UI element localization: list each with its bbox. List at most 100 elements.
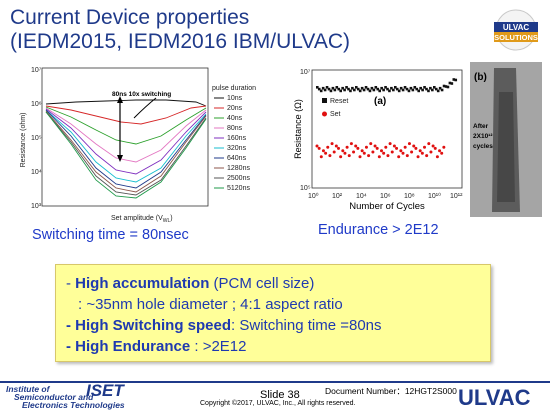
chart1-x-label: Set amplitude (VWL) <box>111 215 173 224</box>
set-point <box>414 146 418 150</box>
copyright: Copyright ©2017, ULVAC, Inc., All rights… <box>200 400 356 407</box>
legend-label-1280ns: 1280ns <box>227 165 250 172</box>
reset-point <box>351 86 354 90</box>
curve-1280ns <box>45 110 207 193</box>
iset-big-text: ISET <box>86 381 124 400</box>
chart1-legend: 10ns 20ns 40ns 80ns 160ns 320ns 640ns 12… <box>214 95 250 192</box>
reset-point <box>316 86 319 89</box>
page-title: Current Device properties (IEDM2015, IED… <box>10 6 440 54</box>
set-point <box>332 150 336 154</box>
footer: Institute of Semiconductor and Electroni… <box>0 381 550 410</box>
summary-box: - High accumulation (PCM cell size) : ~3… <box>55 264 491 362</box>
micrograph-image: (b) After 2X10¹² cycles <box>470 62 542 217</box>
legend-label-640ns: 640ns <box>227 155 247 162</box>
chart2-label-a: (a) <box>374 96 386 107</box>
reset-series <box>316 78 458 93</box>
logo-top-line1: ULVAC <box>503 23 530 32</box>
reset-point <box>345 86 348 89</box>
reset-point <box>446 85 450 89</box>
summary-l3-rest: : Switching time =80ns <box>231 317 382 334</box>
set-point <box>369 142 373 146</box>
reset-point <box>317 87 321 91</box>
reset-point <box>380 86 383 90</box>
set-point <box>407 142 411 146</box>
set-point <box>433 146 437 150</box>
set-point <box>390 150 394 154</box>
set-point <box>405 154 409 158</box>
reset-point <box>347 87 350 91</box>
set-point <box>410 150 414 154</box>
reset-point <box>343 88 346 92</box>
reset-point <box>362 88 366 92</box>
reset-point <box>450 82 454 85</box>
reset-point <box>405 87 409 91</box>
set-point <box>343 151 347 155</box>
chart2-xtick-4: 10⁸ <box>404 193 415 200</box>
ulvac-logo: ULVAC <box>458 385 531 410</box>
reset-point <box>431 88 434 92</box>
set-point <box>330 142 334 146</box>
chart1-annotation: 80ns 10x switching <box>112 91 171 98</box>
set-point <box>364 145 368 149</box>
reset-point <box>384 86 387 89</box>
set-point <box>416 155 420 159</box>
reset-point <box>360 86 364 90</box>
reset-point <box>419 86 422 90</box>
reset-point <box>401 88 405 92</box>
reset-point <box>335 86 339 89</box>
chart2-xtick-6: 10¹² <box>450 193 463 200</box>
reset-point <box>429 86 432 90</box>
reset-point <box>434 87 438 91</box>
set-point <box>321 149 325 153</box>
curve-320ns <box>45 109 207 183</box>
chart1-ytick-2: 10⁵ <box>31 135 42 142</box>
summary-l4-bold: - High Endurance <box>66 338 191 355</box>
iset-logo: Institute of Semiconductor and Electroni… <box>6 381 125 409</box>
caption-switching-time: Switching time = 80nsec <box>32 227 189 243</box>
set-point <box>427 142 431 146</box>
reset-point <box>392 88 395 92</box>
reset-point <box>366 87 370 91</box>
set-point <box>360 149 364 153</box>
caption-endurance: Endurance > 2E12 <box>318 222 439 238</box>
curve-640ns <box>45 109 207 189</box>
reset-point <box>399 86 403 90</box>
legend-label-80ns: 80ns <box>227 125 243 132</box>
reset-point <box>395 87 399 91</box>
curve-20ns <box>45 105 207 125</box>
set-point <box>356 146 360 150</box>
reset-point <box>349 89 352 93</box>
reset-point <box>372 88 376 92</box>
reset-point <box>440 88 444 92</box>
set-point <box>341 149 345 153</box>
set-point <box>358 155 362 159</box>
chart2-ytick-0: 10⁷ <box>300 69 311 76</box>
chart2-ytick-1: 10⁵ <box>300 185 311 192</box>
switching-chart: Resistance (ohm) 10⁷ 10⁶ 10⁵ 10⁴ 10³ Set… <box>20 67 256 224</box>
summary-l4-rest: : >2E12 <box>190 338 247 355</box>
reset-point <box>323 88 327 92</box>
iset-line-1: Institute of <box>6 384 50 394</box>
reset-point <box>331 86 335 90</box>
curve-5120ns <box>45 111 207 199</box>
chart1-ytick-1: 10⁶ <box>31 101 42 108</box>
set-point <box>334 144 338 148</box>
chart2-xtick-5: 10¹⁰ <box>428 192 441 200</box>
curve-80ns <box>45 107 207 163</box>
set-point <box>367 154 371 158</box>
switching-arrowhead-down <box>117 155 123 162</box>
chart1-ytick-0: 10⁷ <box>31 67 42 74</box>
set-point <box>345 145 349 149</box>
reset-point <box>407 89 411 93</box>
set-point <box>337 146 340 150</box>
summary-line-2: : ~35nm hole diameter ; 4:1 aspect ratio <box>78 296 343 313</box>
set-point <box>386 154 390 158</box>
legend-label-20ns: 20ns <box>227 105 243 112</box>
reset-point <box>353 88 356 92</box>
legend-label-2500ns: 2500ns <box>227 175 250 182</box>
reset-point <box>444 85 448 88</box>
set-point <box>349 142 353 146</box>
set-point <box>371 150 375 154</box>
reset-point <box>356 87 360 91</box>
reset-point <box>411 88 415 92</box>
